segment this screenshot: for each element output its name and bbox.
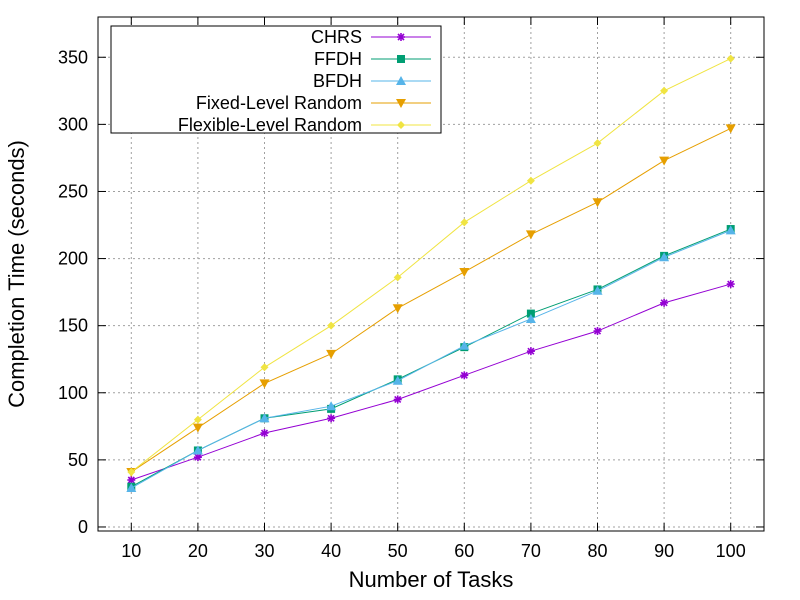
data-point (392, 304, 403, 314)
data-point (127, 476, 136, 485)
data-point (660, 86, 669, 95)
legend-label: FFDH (314, 49, 362, 69)
data-point (525, 230, 536, 240)
series-line (131, 127, 731, 473)
axis-ticks: 0 50 100 150 200 250 300 350 10 20 30 40 50 60 70 80 90 1… (58, 17, 764, 561)
x-tick-label: 30 (254, 541, 274, 561)
data-point (460, 371, 469, 380)
data-point (592, 198, 603, 208)
y-tick-label: 50 (68, 450, 88, 470)
star-stroke (327, 414, 335, 422)
data-point (459, 340, 470, 350)
data-point (593, 327, 602, 336)
data-point (326, 349, 337, 359)
legend-label: BFDH (313, 71, 362, 91)
legend-marker (397, 55, 405, 63)
data-point (193, 453, 202, 462)
data-point (192, 445, 203, 455)
legend-label: Fixed-Level Random (196, 93, 362, 113)
x-tick-label: 40 (321, 541, 341, 561)
data-point (259, 413, 270, 423)
x-tick-label: 90 (654, 541, 674, 561)
legend-label: CHRS (311, 27, 362, 47)
legend-box (110, 25, 442, 134)
y-tick-label: 100 (58, 383, 88, 403)
data-point (326, 401, 337, 411)
data-point (327, 414, 336, 423)
star-stroke (260, 429, 269, 437)
star-stroke (727, 280, 735, 288)
data-point (392, 375, 403, 385)
y-tick-label: 200 (58, 249, 88, 269)
x-tick-label: 50 (388, 541, 408, 561)
data-point (592, 285, 603, 295)
data-point (459, 267, 470, 277)
data-point (260, 429, 269, 438)
star-stroke (460, 371, 468, 379)
data-point (725, 225, 736, 235)
data-point (726, 280, 735, 289)
data-point (192, 423, 203, 433)
data-point (726, 54, 735, 63)
data-point (460, 218, 469, 227)
star-stroke (394, 395, 402, 404)
data-point (660, 298, 669, 307)
x-tick-label: 80 (587, 541, 607, 561)
x-tick-label: 70 (521, 541, 541, 561)
x-tick-label: 100 (716, 541, 746, 561)
y-axis-title: Completion Time (seconds) (4, 140, 29, 408)
x-tick-label: 10 (121, 541, 141, 561)
data-point (193, 415, 202, 424)
data-point (127, 467, 136, 476)
y-tick-label: 150 (58, 316, 88, 336)
legend-marker (397, 33, 405, 41)
data-point (259, 379, 270, 389)
series-fixed-level-random (126, 124, 736, 477)
series-ffdh (127, 225, 735, 491)
data-point (725, 124, 736, 134)
series-line (130, 58, 731, 473)
data-point (526, 309, 535, 318)
y-tick-label: 300 (58, 114, 88, 134)
data-point (393, 395, 402, 404)
legend-marker (397, 121, 405, 129)
data-point (659, 156, 670, 166)
data-point (327, 321, 336, 330)
star-stroke (397, 33, 405, 41)
y-tick-label: 350 (58, 47, 88, 67)
star-stroke (660, 299, 668, 307)
star-stroke (527, 347, 535, 355)
data-point (526, 176, 535, 185)
star-stroke (593, 327, 602, 335)
data-point (525, 313, 536, 323)
plot-series (126, 54, 736, 493)
data-point (593, 139, 602, 148)
series-chrs (127, 280, 735, 485)
y-tick-label: 250 (58, 181, 88, 201)
legend-marker (396, 99, 406, 108)
x-axis-title: Number of Tasks (349, 567, 514, 592)
y-tick-label: 0 (78, 517, 88, 537)
data-point (393, 273, 402, 282)
data-point (126, 483, 137, 493)
star-stroke (127, 476, 135, 484)
series-line (131, 283, 731, 481)
series-line (131, 229, 731, 489)
series-bfdh (126, 225, 736, 493)
data-point (526, 347, 535, 356)
star-stroke (194, 453, 202, 461)
legend-label: Flexible-Level Random (178, 115, 362, 135)
series-flexible-level-random (127, 54, 735, 476)
data-point (659, 252, 670, 262)
plot-frame (97, 16, 765, 532)
data-point (260, 363, 269, 372)
x-tick-label: 20 (188, 541, 208, 561)
x-tick-label: 60 (454, 541, 474, 561)
legend-marker (396, 76, 406, 85)
series-line (131, 228, 731, 488)
